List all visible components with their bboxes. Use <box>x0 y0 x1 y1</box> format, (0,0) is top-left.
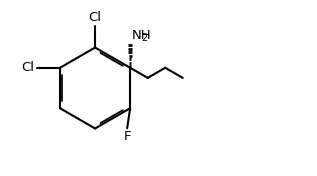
Text: Cl: Cl <box>21 61 34 74</box>
Text: Cl: Cl <box>88 11 102 24</box>
Text: F: F <box>123 130 131 143</box>
Text: NH: NH <box>132 29 152 42</box>
Text: 2: 2 <box>142 33 148 43</box>
